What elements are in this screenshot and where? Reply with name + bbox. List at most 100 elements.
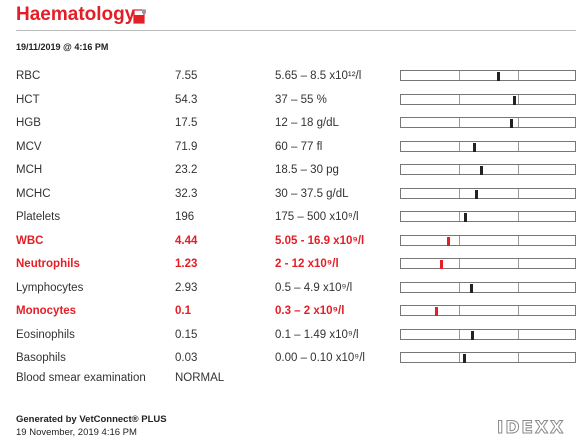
gauge-marker: [462, 354, 466, 363]
result-row: Platelets 196 175 – 500 x10⁹/l: [0, 208, 585, 226]
report-datetime: 19/11/2019 @ 4:16 PM: [16, 42, 109, 52]
range-gauge: [400, 305, 576, 316]
gauge-divider: [459, 165, 460, 174]
gauge-marker: [497, 72, 501, 81]
gauge-divider: [518, 118, 519, 127]
page-title: Haematology: [16, 4, 136, 25]
result-range: 2 - 12 x10⁹/l: [275, 258, 339, 270]
gauge-marker: [513, 95, 517, 105]
range-gauge: [400, 328, 576, 340]
gauge-divider: [459, 329, 460, 339]
gauge-divider: [459, 212, 460, 221]
gauge-divider: [459, 282, 460, 292]
result-row: Lymphocytes 2.93 0.5 – 4.9 x10⁹/l: [0, 279, 585, 297]
range-gauge: [400, 211, 576, 222]
smear-label: Blood smear examination: [16, 372, 146, 384]
result-value: 0.1: [175, 305, 191, 317]
result-value: 17.5: [175, 117, 198, 129]
idexx-logo: IDEXX: [496, 418, 566, 439]
range-gauge: [400, 70, 576, 81]
range-gauge: [400, 140, 576, 152]
range-gauge: [400, 352, 576, 363]
smear-value: NORMAL: [175, 372, 225, 384]
result-row: RBC 7.55 5.65 – 8.5 x10¹²/l: [0, 67, 585, 85]
result-range: 12 – 18 g/dL: [275, 117, 339, 129]
result-row: Neutrophils 1.23 2 - 12 x10⁹/l: [0, 255, 585, 273]
result-range: 37 – 55 %: [275, 93, 327, 106]
result-name: HGB: [16, 117, 41, 129]
result-name: Monocytes: [16, 305, 77, 317]
range-gauge: [400, 281, 576, 293]
gauge-divider: [518, 165, 519, 174]
result-range: 5.65 – 8.5 x10¹²/l: [275, 70, 362, 82]
result-value: 7.55: [175, 70, 198, 82]
result-range: 0.5 – 4.9 x10⁹/l: [275, 281, 353, 294]
result-name: HCT: [16, 93, 40, 106]
result-name: MCH: [16, 164, 43, 176]
gauge-marker: [469, 283, 473, 293]
result-range: 0.3 – 2 x10⁹/l: [275, 305, 345, 317]
result-name: Platelets: [16, 211, 61, 223]
range-gauge: [400, 164, 576, 175]
range-gauge: [400, 93, 576, 105]
result-value: 4.44: [175, 234, 198, 247]
result-row: HCT 54.3 37 – 55 %: [0, 91, 585, 109]
gauge-divider: [459, 118, 460, 127]
range-gauge: [400, 117, 576, 128]
result-range: 0.00 – 0.10 x10⁹/l: [275, 352, 365, 364]
gauge-divider: [518, 329, 519, 339]
gauge-divider: [459, 259, 460, 268]
gauge-divider: [518, 71, 519, 80]
result-row: MCH 23.2 18.5 – 30 pg: [0, 161, 585, 179]
result-row: MCHC 32.3 30 – 37.5 g/dL: [0, 185, 585, 203]
gauge-divider: [459, 141, 460, 151]
gauge-divider: [459, 71, 460, 80]
result-name: MCV: [16, 140, 42, 153]
result-range: 175 – 500 x10⁹/l: [275, 211, 359, 223]
gauge-marker: [474, 189, 478, 199]
result-name: Basophils: [16, 352, 66, 364]
flask-icon: [133, 9, 146, 24]
gauge-divider: [459, 235, 460, 245]
result-value: 71.9: [175, 140, 198, 153]
header-divider: [16, 30, 576, 31]
result-name: RBC: [16, 70, 41, 82]
result-row: MCV 71.9 60 – 77 fl: [0, 138, 585, 156]
gauge-marker: [446, 236, 450, 246]
result-value: 0.15: [175, 328, 198, 341]
result-value: 32.3: [175, 187, 198, 200]
result-range: 18.5 – 30 pg: [275, 164, 339, 176]
result-value: 0.03: [175, 352, 198, 364]
gauge-divider: [518, 353, 519, 362]
result-row: HGB 17.5 12 – 18 g/dL: [0, 114, 585, 132]
gauge-divider: [518, 282, 519, 292]
generated-by: Generated by VetConnect® PLUS: [16, 414, 167, 425]
gauge-divider: [459, 306, 460, 315]
gauge-divider: [518, 188, 519, 198]
result-value: 23.2: [175, 164, 198, 176]
gauge-divider: [518, 94, 519, 104]
result-value: 1.23: [175, 258, 198, 270]
result-range: 30 – 37.5 g/dL: [275, 187, 349, 200]
gauge-marker: [434, 307, 438, 316]
result-value: 54.3: [175, 93, 198, 106]
generated-date: 19 November, 2019 4:16 PM: [16, 427, 137, 438]
result-name: Lymphocytes: [16, 281, 84, 294]
gauge-marker: [440, 260, 444, 269]
smear-row: Blood smear examination NORMAL: [0, 369, 585, 387]
result-name: Neutrophils: [16, 258, 80, 270]
result-row: Basophils 0.03 0.00 – 0.10 x10⁹/l: [0, 349, 585, 367]
result-range: 0.1 – 1.49 x10⁹/l: [275, 328, 359, 341]
gauge-marker: [473, 142, 477, 152]
gauge-divider: [459, 188, 460, 198]
gauge-divider: [518, 306, 519, 315]
result-row: Monocytes 0.1 0.3 – 2 x10⁹/l: [0, 302, 585, 320]
gauge-marker: [480, 166, 484, 175]
gauge-marker: [464, 213, 468, 222]
result-row: Eosinophils 0.15 0.1 – 1.49 x10⁹/l: [0, 326, 585, 344]
gauge-divider: [518, 235, 519, 245]
gauge-divider: [459, 94, 460, 104]
range-gauge: [400, 234, 576, 246]
result-range: 5.05 - 16.9 x10⁹/l: [275, 234, 365, 247]
result-value: 196: [175, 211, 195, 223]
